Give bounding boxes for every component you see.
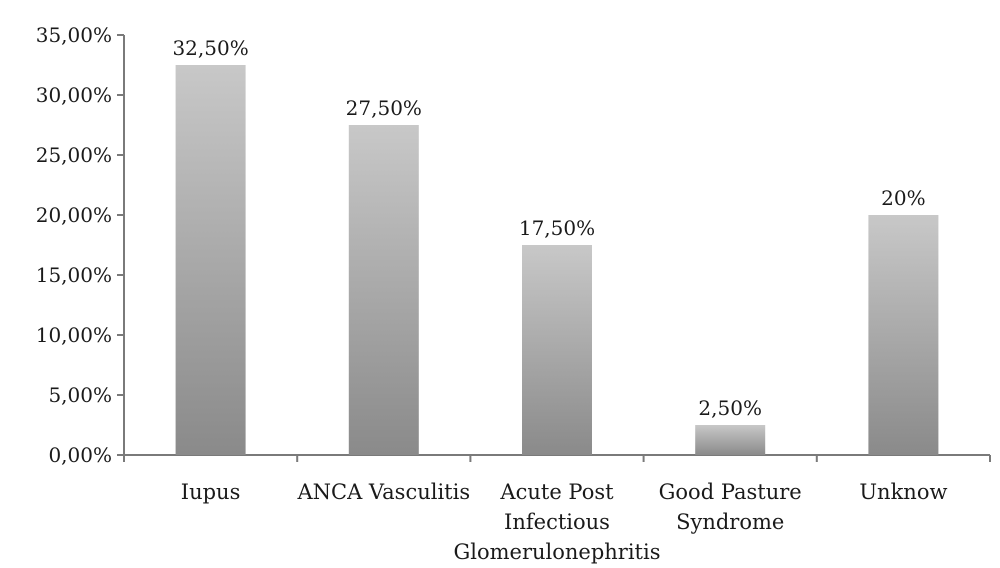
y-tick-label: 25,00%: [36, 143, 112, 167]
category-label-line: Iupus: [181, 480, 241, 504]
y-tick-label: 30,00%: [36, 83, 112, 107]
y-tick-label: 5,00%: [48, 383, 112, 407]
category-label: ANCA Vasculitis: [296, 480, 470, 504]
category-label-line: Infectious: [504, 510, 610, 534]
bar: [348, 125, 419, 455]
category-label: Unknow: [859, 480, 947, 504]
data-label: 20%: [881, 186, 925, 210]
category-label: Iupus: [181, 480, 241, 504]
bar: [695, 425, 766, 455]
data-label: 27,50%: [346, 96, 422, 120]
x-axis: [123, 454, 991, 462]
y-tick-label: 10,00%: [36, 323, 112, 347]
data-label: 2,50%: [698, 396, 762, 420]
bar: [175, 65, 246, 455]
category-label: Good Pasture Syndrome: [659, 480, 802, 534]
category-label-line: ANCA Vasculitis: [296, 480, 470, 504]
data-labels: 32,50% 27,50% 17,50% 2,50% 20%: [172, 36, 925, 420]
data-label: 32,50%: [172, 36, 248, 60]
category-label-line: Unknow: [859, 480, 947, 504]
data-label: 17,50%: [519, 216, 595, 240]
y-tick-label: 15,00%: [36, 263, 112, 287]
category-label-line: Glomerulonephritis: [453, 540, 660, 564]
y-tick-label: 0,00%: [48, 443, 112, 467]
y-tick-label: 20,00%: [36, 203, 112, 227]
y-axis: 0,00% 5,00% 10,00% 15,00% 20,00% 25,00% 30,00%…: [36, 23, 125, 467]
y-tick-label: 35,00%: [36, 23, 112, 47]
category-label-line: Syndrome: [676, 510, 784, 534]
category-label-line: Good Pasture: [659, 480, 802, 504]
bar: [522, 245, 592, 455]
category-labels: Iupus ANCA Vasculitis Acute Post Infectious…: [181, 480, 948, 564]
bar: [868, 215, 939, 455]
category-label: Acute Post Infectious Glomerulonephritis: [453, 480, 660, 564]
bars: [175, 65, 939, 455]
category-label-line: Acute Post: [499, 480, 614, 504]
